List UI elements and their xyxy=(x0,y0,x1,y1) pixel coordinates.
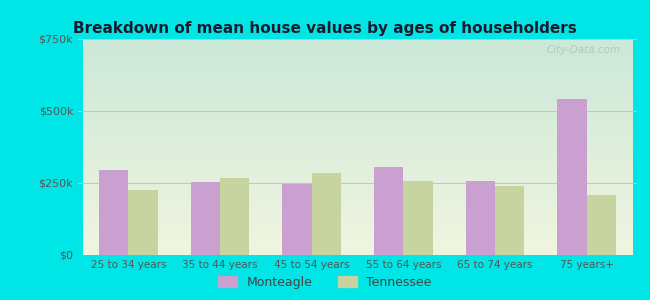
Bar xyxy=(586,194,616,255)
Bar xyxy=(99,170,129,255)
Bar xyxy=(403,181,433,255)
Bar xyxy=(129,190,158,255)
Text: Breakdown of mean house values by ages of householders: Breakdown of mean house values by ages o… xyxy=(73,21,577,36)
Legend: Monteagle, Tennessee: Monteagle, Tennessee xyxy=(213,271,437,294)
Bar xyxy=(282,184,312,255)
Bar xyxy=(190,182,220,255)
Text: City-Data.com: City-Data.com xyxy=(546,46,620,56)
Bar xyxy=(495,186,525,255)
Bar xyxy=(312,173,341,255)
Bar xyxy=(374,167,403,255)
Bar xyxy=(220,178,250,255)
Bar xyxy=(465,181,495,255)
Bar xyxy=(557,100,586,255)
